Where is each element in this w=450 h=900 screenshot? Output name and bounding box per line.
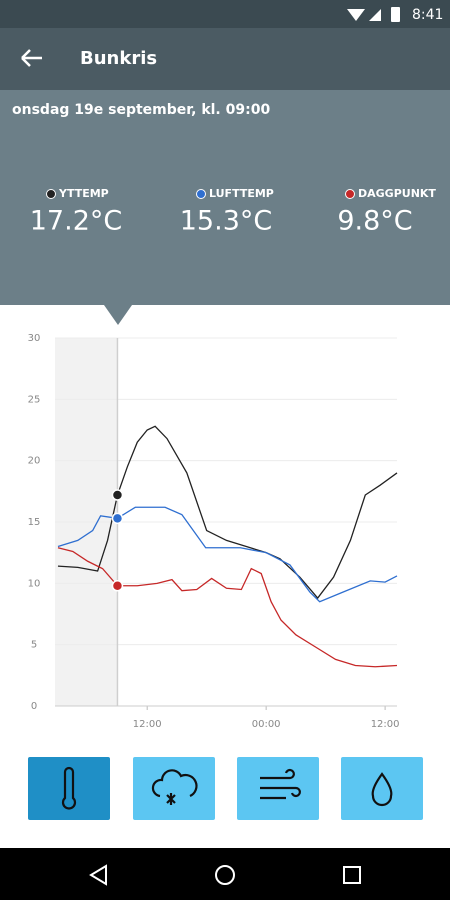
y-tick-label: 10 (28, 578, 41, 589)
reading-value: 15.3°C (180, 206, 272, 237)
precipitation-button[interactable] (133, 757, 215, 820)
pointer (104, 305, 132, 325)
status-time: 8:41 (412, 7, 443, 23)
y-tick-label: 30 (28, 333, 41, 344)
wifi-icon (347, 9, 365, 21)
temperature-button[interactable] (28, 757, 110, 820)
current-point (111, 512, 124, 525)
signal-icon (369, 9, 381, 21)
current-point (111, 489, 124, 501)
status-bar (0, 0, 450, 28)
header-date: onsdag 19e september, kl. 09:00 (12, 102, 270, 118)
chart: 0 5 10 15 20 25 30 12:00 00:00 12:00 (28, 333, 400, 730)
app-bar (0, 28, 450, 90)
y-tick-label: 20 (28, 456, 41, 467)
reading-value: 9.8°C (337, 206, 412, 237)
series-line (57, 547, 398, 668)
series-line (57, 425, 398, 600)
current-point (111, 580, 124, 592)
y-tick-label: 25 (28, 394, 41, 405)
reading-label: YTTEMP (58, 187, 109, 200)
nav-home[interactable] (215, 865, 235, 885)
battery-icon (391, 7, 400, 22)
y-tick-label: 5 (31, 640, 37, 651)
reading-label: LUFTTEMP (209, 187, 274, 200)
reading-label: DAGGPUNKT (358, 187, 436, 200)
header-panel (0, 90, 450, 305)
nav-bar (0, 848, 450, 900)
series-line (57, 506, 398, 603)
reading-dot (196, 189, 206, 199)
app-title: Bunkris (80, 48, 157, 69)
button-icons (61, 766, 393, 810)
x-tick-label: 12:00 (133, 719, 162, 730)
reading-value: 17.2°C (30, 206, 122, 237)
reading-dot (345, 189, 355, 199)
x-tick-label: 12:00 (371, 719, 400, 730)
back-button[interactable] (21, 49, 42, 67)
x-tick-label: 00:00 (252, 719, 281, 730)
reading-dot (46, 189, 56, 199)
nav-back[interactable] (89, 864, 107, 886)
y-tick-label: 0 (31, 701, 37, 712)
y-tick-label: 15 (28, 517, 41, 528)
humidity-button[interactable] (341, 757, 423, 820)
nav-recents[interactable] (343, 866, 361, 884)
